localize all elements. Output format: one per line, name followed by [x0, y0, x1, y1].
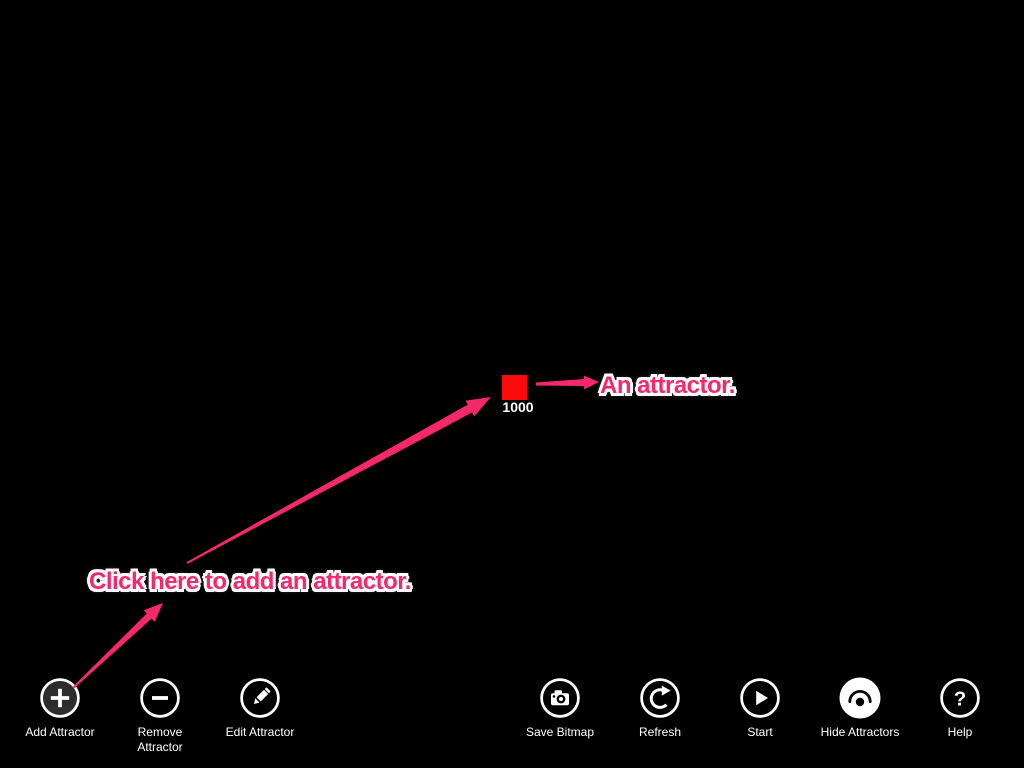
- minus-icon: [140, 678, 180, 718]
- start-button[interactable]: Start: [710, 677, 810, 740]
- remove-attractor-label: Remove Attractor: [137, 725, 183, 754]
- help-label: Help: [947, 725, 973, 739]
- remove-attractor-button[interactable]: Remove Attractor: [110, 677, 210, 755]
- play-icon: [740, 678, 780, 718]
- camera-icon: [540, 678, 580, 718]
- pencil-icon: [240, 678, 280, 718]
- eye-icon: [839, 677, 881, 719]
- add-attractor-button[interactable]: Add Attractor: [10, 677, 110, 740]
- attractor-mass-label: 1000: [502, 399, 534, 415]
- attractor-node[interactable]: [502, 375, 527, 400]
- edit-attractor-button[interactable]: Edit Attractor: [210, 677, 310, 740]
- refresh-label: Refresh: [638, 725, 682, 739]
- refresh-button[interactable]: Refresh: [610, 677, 710, 740]
- question-icon: ?: [940, 678, 980, 718]
- svg-text:?: ?: [954, 687, 967, 710]
- edit-attractor-label: Edit Attractor: [225, 725, 295, 739]
- attractor-annotation-text: An attractor.: [600, 372, 735, 399]
- click-here-annotation-text: Click here to add an attractor.: [89, 568, 411, 595]
- add-attractor-label: Add Attractor: [25, 725, 95, 739]
- refresh-icon: [640, 678, 680, 718]
- save-bitmap-button[interactable]: Save Bitmap: [510, 677, 610, 740]
- hide-attractors-label: Hide Attractors: [820, 725, 900, 739]
- save-bitmap-label: Save Bitmap: [525, 725, 595, 739]
- hide-attractors-button[interactable]: Hide Attractors: [810, 677, 910, 740]
- help-button[interactable]: ? Help: [910, 677, 1010, 740]
- plus-icon: [40, 678, 80, 718]
- start-label: Start: [747, 725, 773, 739]
